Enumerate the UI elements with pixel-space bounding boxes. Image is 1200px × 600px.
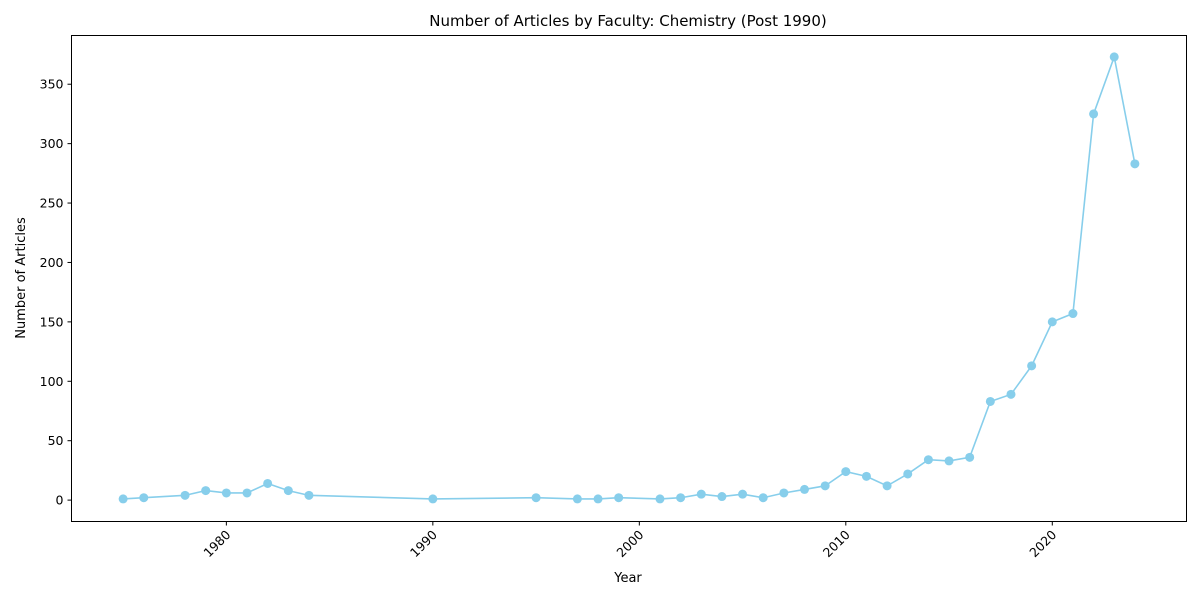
data-point <box>428 494 438 504</box>
y-axis: 0 50 100 150 200 250 300 350 <box>40 77 72 508</box>
data-point <box>903 469 913 479</box>
y-tick-label: 250 <box>40 196 64 211</box>
data-point <box>1068 309 1078 319</box>
data-point <box>1006 389 1016 399</box>
y-tick-label: 100 <box>40 374 64 389</box>
data-point <box>1047 317 1057 327</box>
chart-title: Number of Articles by Faculty: Chemistry… <box>429 12 827 30</box>
data-point <box>283 486 293 496</box>
data-point <box>985 396 995 406</box>
y-tick-label: 200 <box>40 255 64 270</box>
data-point <box>800 484 810 494</box>
y-tick-label: 300 <box>40 136 64 151</box>
x-tick-label: 2000 <box>613 527 646 560</box>
x-tick-label: 1980 <box>200 527 233 560</box>
data-point <box>655 494 665 504</box>
y-tick-label: 50 <box>48 433 64 448</box>
data-point <box>676 493 686 503</box>
data-point <box>531 493 541 503</box>
data-point <box>614 493 624 503</box>
x-tick-label: 2020 <box>1026 527 1059 560</box>
data-point <box>572 494 582 504</box>
x-axis: 1980 1990 2000 2010 2020 <box>200 521 1059 560</box>
y-tick-label: 150 <box>40 314 64 329</box>
x-tick-label: 1990 <box>407 527 440 560</box>
data-point <box>696 489 706 499</box>
data-point <box>717 492 727 502</box>
data-point <box>118 494 128 504</box>
data-point <box>861 471 871 481</box>
x-tick-label: 2010 <box>820 527 853 560</box>
data-point <box>263 478 273 488</box>
data-point <box>923 455 933 465</box>
data-point <box>1027 361 1037 371</box>
data-points <box>118 52 1140 504</box>
data-point <box>201 486 211 496</box>
data-point <box>304 490 314 500</box>
data-point <box>882 481 892 491</box>
plot-frame <box>71 35 1187 522</box>
data-point <box>738 489 748 499</box>
data-point <box>1130 159 1140 169</box>
y-tick-label: 350 <box>40 77 64 92</box>
data-point <box>1109 52 1119 62</box>
data-point <box>820 481 830 491</box>
data-point <box>221 488 231 498</box>
data-point <box>779 488 789 498</box>
data-point <box>139 493 149 503</box>
x-axis-label: Year <box>613 571 642 586</box>
data-point <box>593 494 603 504</box>
y-tick-label: 0 <box>56 493 64 508</box>
data-point <box>965 452 975 462</box>
data-point <box>841 467 851 477</box>
data-point <box>1089 109 1099 119</box>
series-line <box>123 53 1136 500</box>
data-point <box>944 456 954 466</box>
data-point <box>180 490 190 500</box>
data-point <box>758 493 768 503</box>
y-axis-label: Number of Articles <box>14 217 29 339</box>
data-point <box>242 488 252 498</box>
